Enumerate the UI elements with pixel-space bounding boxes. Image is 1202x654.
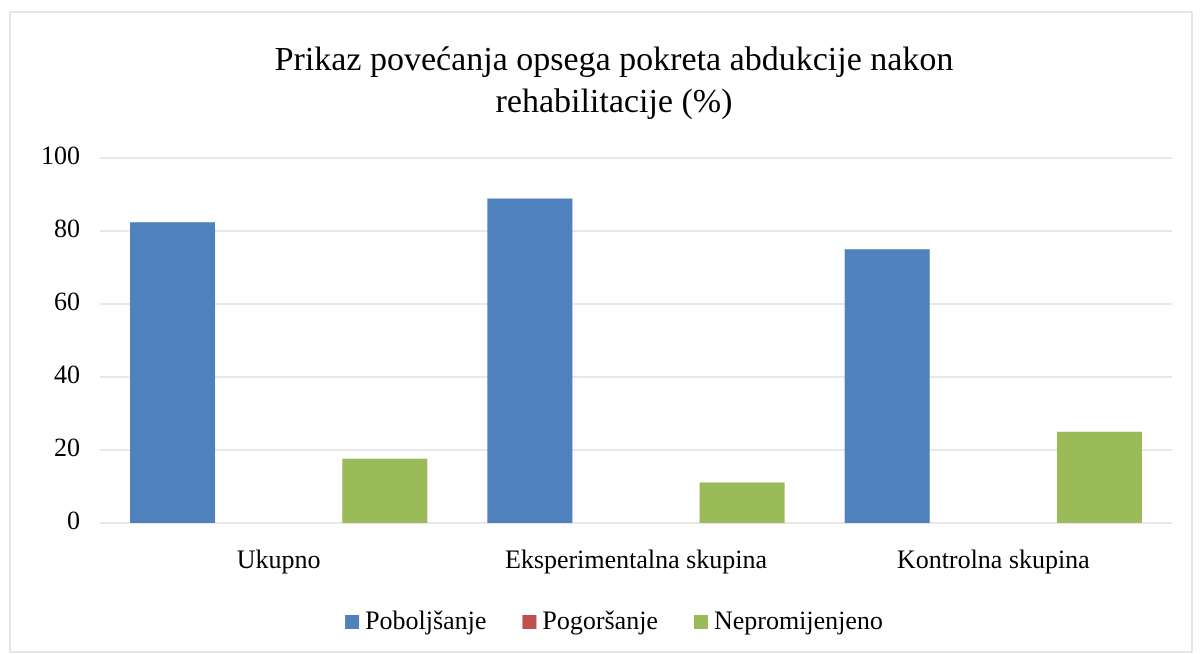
y-tick-label: 100 <box>41 141 80 170</box>
chart-title: rehabilitacije (%) <box>496 83 733 120</box>
legend-label: Pogoršanje <box>542 606 658 635</box>
bar <box>342 458 428 523</box>
x-tick-label: Eksperimentalna skupina <box>505 545 768 574</box>
bar <box>1056 431 1142 523</box>
y-tick-label: 0 <box>67 506 80 535</box>
chart-title: Prikaz povećanja opsega pokreta abdukcij… <box>275 41 954 78</box>
legend-label: Poboljšanje <box>365 606 486 635</box>
y-tick-label: 60 <box>54 287 80 316</box>
y-tick-label: 40 <box>54 360 80 389</box>
bar <box>699 482 785 523</box>
legend-swatch <box>522 615 537 629</box>
legend-label: Nepromijenjeno <box>714 606 883 635</box>
bar <box>487 198 573 523</box>
x-tick-label: Kontrolna skupina <box>897 545 1090 574</box>
legend-swatch <box>693 615 708 629</box>
bar <box>844 249 930 523</box>
legend-swatch <box>345 615 360 629</box>
y-tick-label: 80 <box>54 214 80 243</box>
x-tick-label: Ukupno <box>237 545 321 574</box>
bar <box>130 222 216 524</box>
y-tick-label: 20 <box>54 433 80 462</box>
